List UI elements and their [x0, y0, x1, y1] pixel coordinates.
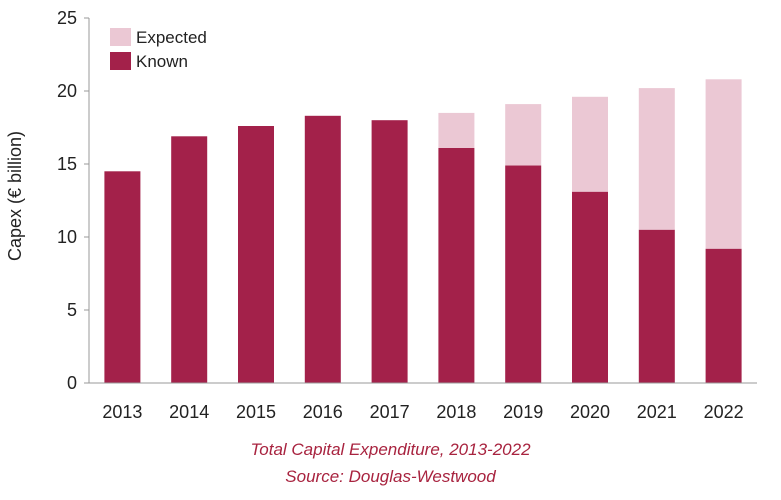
x-tick-label-2017: 2017 — [370, 402, 410, 422]
y-tick-label-0: 0 — [67, 373, 77, 393]
bars-group — [104, 79, 742, 384]
x-tick-label-2022: 2022 — [704, 402, 744, 422]
bar-expected-2019 — [505, 104, 542, 166]
bar-known-2020 — [572, 191, 608, 383]
chart-caption-source: Source: Douglas-Westwood — [285, 467, 496, 486]
y-tick-label-15: 15 — [57, 154, 77, 174]
bar-known-2018 — [438, 147, 475, 383]
bar-known-2014 — [171, 136, 208, 383]
x-tick-label-2016: 2016 — [303, 402, 343, 422]
bar-known-2022 — [705, 248, 742, 383]
bar-known-2015 — [238, 126, 274, 383]
bar-known-2021 — [638, 229, 675, 383]
x-tick-label-2019: 2019 — [503, 402, 543, 422]
bar-known-2019 — [505, 165, 542, 383]
y-tick-label-25: 25 — [57, 8, 77, 28]
x-axis: 2013 2014 2015 2016 2017 2018 2019 2020 2021 2022 — [89, 382, 757, 422]
y-tick-label-10: 10 — [57, 227, 77, 247]
x-tick-label-2014: 2014 — [169, 402, 209, 422]
x-tick-label-2018: 2018 — [436, 402, 476, 422]
x-tick-label-2020: 2020 — [570, 402, 610, 422]
legend-swatch-known — [110, 52, 131, 70]
bar-expected-2020 — [572, 96, 608, 192]
y-axis-label: Capex (€ billion) — [5, 131, 25, 261]
bar-known-2013 — [104, 171, 141, 383]
legend: Expected Known — [110, 28, 207, 71]
bar-known-2017 — [371, 120, 408, 383]
bar-known-2016 — [304, 115, 341, 384]
x-tick-label-2021: 2021 — [637, 402, 677, 422]
x-tick-label-2013: 2013 — [102, 402, 142, 422]
bar-expected-2021 — [638, 88, 675, 230]
legend-label-expected: Expected — [136, 28, 207, 47]
y-axis: 0 5 10 15 20 25 — [57, 8, 90, 393]
legend-swatch-expected — [110, 28, 131, 46]
legend-label-known: Known — [136, 52, 188, 71]
bar-expected-2018 — [438, 112, 475, 148]
y-tick-label-5: 5 — [67, 300, 77, 320]
chart-caption-title: Total Capital Expenditure, 2013-2022 — [250, 440, 531, 459]
x-tick-label-2015: 2015 — [236, 402, 276, 422]
y-tick-label-20: 20 — [57, 81, 77, 101]
bar-expected-2022 — [705, 79, 742, 249]
